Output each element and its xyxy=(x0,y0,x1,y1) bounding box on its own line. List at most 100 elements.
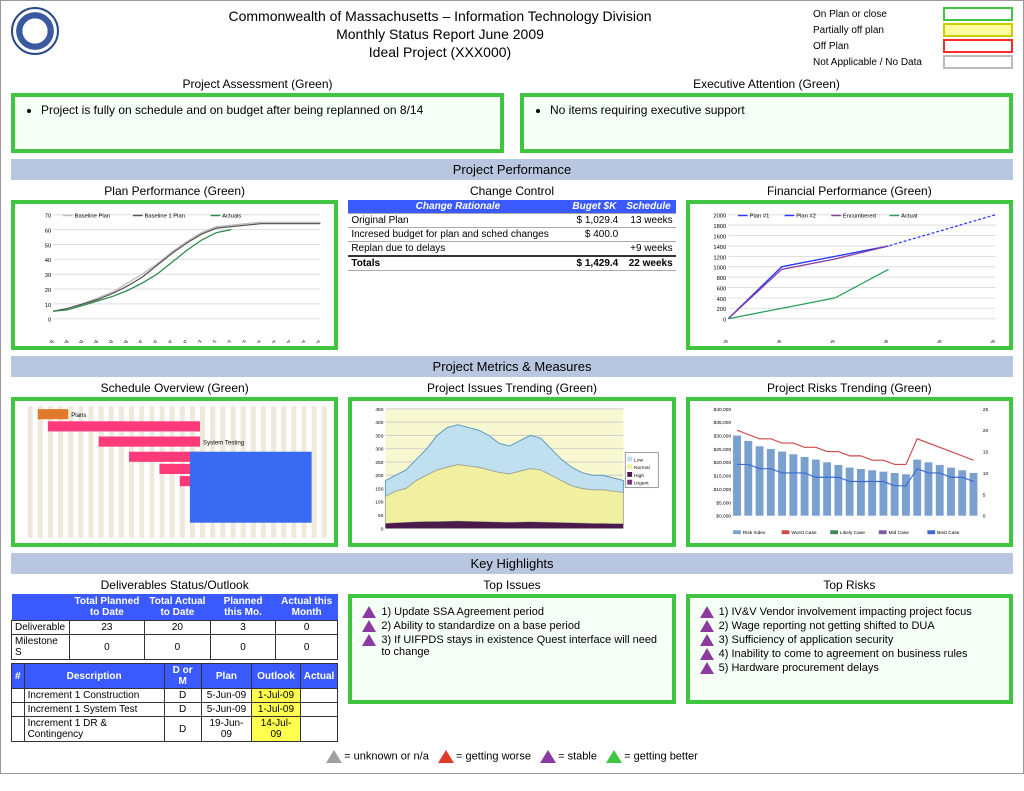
svg-text:$30,000: $30,000 xyxy=(713,434,731,440)
svg-text:$25,000: $25,000 xyxy=(713,447,731,453)
plan-perf-chart: 0102030405060704-Aug4-Aug10-Aug17-Aug24-… xyxy=(11,200,338,350)
item-text: 4) Inability to come to agreement on bus… xyxy=(719,648,968,660)
triangle-icon xyxy=(700,606,714,618)
triangle-icon xyxy=(700,648,714,660)
svg-text:$5,000: $5,000 xyxy=(716,500,731,506)
change-control-title: Change Control xyxy=(348,184,675,198)
deliverables-table: Total Planned to DateTotal Actual to Dat… xyxy=(11,594,338,660)
top-risks-title: Top Risks xyxy=(686,578,1013,592)
triangle-icon xyxy=(362,620,376,632)
top-issues-box: 1) Update SSA Agreement period 2) Ability… xyxy=(348,594,675,704)
svg-text:Actual: Actual xyxy=(901,214,917,220)
svg-text:Jul-09: Jul-09 xyxy=(932,339,944,343)
svg-text:Plans: Plans xyxy=(71,412,86,419)
legend-label: Partially off plan xyxy=(813,25,884,36)
title-line-3: Ideal Project (XXX000) xyxy=(67,43,813,61)
svg-text:16-Nov: 16-Nov xyxy=(279,339,292,343)
svg-text:0: 0 xyxy=(48,318,51,324)
performance-band: Project Performance xyxy=(11,159,1013,180)
status-legend: On Plan or closePartially off planOff Pl… xyxy=(813,7,1013,71)
deliverables-title: Deliverables Status/Outlook xyxy=(11,578,338,592)
svg-text:25: 25 xyxy=(982,407,988,413)
legend-row: On Plan or close xyxy=(813,7,1013,21)
svg-text:250: 250 xyxy=(376,460,384,466)
assessment-title: Project Assessment (Green) xyxy=(11,77,504,91)
svg-text:2000: 2000 xyxy=(713,214,726,220)
svg-text:400: 400 xyxy=(376,420,384,426)
legend-swatch xyxy=(943,39,1013,53)
triangle-icon xyxy=(700,662,714,674)
change-control-table: Change RationaleBuget $KScheduleOriginal… xyxy=(348,200,675,271)
legend-row: Partially off plan xyxy=(813,23,1013,37)
svg-text:Normal: Normal xyxy=(634,465,650,471)
svg-text:70: 70 xyxy=(45,214,51,220)
svg-text:Plan #2: Plan #2 xyxy=(796,214,816,220)
list-item: 1) Update SSA Agreement period xyxy=(362,606,661,618)
triangle-icon xyxy=(700,634,714,646)
plan-perf-title: Plan Performance (Green) xyxy=(11,184,338,198)
svg-text:Encumbered: Encumbered xyxy=(843,214,876,220)
list-item: 2) Wage reporting not getting shifted to… xyxy=(700,620,999,632)
executive-title: Executive Attention (Green) xyxy=(520,77,1013,91)
svg-text:350: 350 xyxy=(376,433,384,439)
list-item: 3) Sufficiency of application security xyxy=(700,634,999,646)
report-title: Commonwealth of Massachusetts – Informat… xyxy=(67,7,813,62)
svg-text:5-Oct: 5-Oct xyxy=(192,338,203,343)
svg-text:Risk Index: Risk Index xyxy=(742,530,765,536)
svg-text:1400: 1400 xyxy=(713,245,726,251)
svg-text:30: 30 xyxy=(45,273,51,279)
list-item: 2) Ability to standardize on a base peri… xyxy=(362,620,661,632)
svg-text:200: 200 xyxy=(716,307,726,313)
svg-text:12-Oct: 12-Oct xyxy=(206,339,219,344)
svg-text:0: 0 xyxy=(381,526,384,532)
svg-text:800: 800 xyxy=(716,276,726,282)
item-text: 3) If UIFPDS stays in existence Quest in… xyxy=(381,634,661,658)
svg-text:Actuals: Actuals xyxy=(222,214,241,220)
svg-text:200: 200 xyxy=(376,473,384,479)
legend-label: Not Applicable / No Data xyxy=(813,57,922,68)
svg-text:50: 50 xyxy=(45,243,51,249)
svg-text:10: 10 xyxy=(45,303,51,309)
assessment-text: Project is fully on schedule and on budg… xyxy=(41,103,490,117)
svg-text:Worst Case: Worst Case xyxy=(791,530,817,536)
svg-text:150: 150 xyxy=(376,486,384,492)
svg-text:Likely Case: Likely Case xyxy=(840,530,865,536)
state-seal-logo xyxy=(11,7,59,55)
item-text: 2) Ability to standardize on a base peri… xyxy=(381,620,580,632)
svg-text:9-Nov: 9-Nov xyxy=(266,339,278,343)
schedule-chart: PlansSystem TestingUser AcceptanceTraini… xyxy=(11,397,338,547)
triangle-icon xyxy=(700,620,714,632)
svg-text:17-Aug: 17-Aug xyxy=(86,339,99,343)
financial-chart: 0200400600800100012001400160018002000Mar… xyxy=(686,200,1013,350)
svg-text:30-Nov: 30-Nov xyxy=(309,339,322,343)
list-item: 4) Inability to come to agreement on bus… xyxy=(700,648,999,660)
svg-text:Apr-09: Apr-09 xyxy=(771,339,784,343)
svg-text:50: 50 xyxy=(378,513,384,519)
svg-text:Mar-09: Mar-09 xyxy=(717,339,730,343)
svg-text:$40,000: $40,000 xyxy=(713,407,731,413)
assessment-box: Project is fully on schedule and on budg… xyxy=(11,93,504,153)
triangle-icon xyxy=(362,606,376,618)
legend-swatch xyxy=(943,23,1013,37)
svg-text:23-Nov: 23-Nov xyxy=(294,339,307,343)
svg-text:0: 0 xyxy=(723,318,726,324)
legend-swatch xyxy=(943,55,1013,69)
item-text: 2) Wage reporting not getting shifted to… xyxy=(719,620,935,632)
item-text: 1) IV&V Vendor involvement impacting pro… xyxy=(719,606,972,618)
item-text: 5) Hardware procurement delays xyxy=(719,662,879,674)
svg-text:$20,000: $20,000 xyxy=(713,460,731,466)
svg-text:1600: 1600 xyxy=(713,234,726,240)
item-text: 3) Sufficiency of application security xyxy=(719,634,894,646)
svg-text:High: High xyxy=(634,473,644,479)
legend-row: Not Applicable / No Data xyxy=(813,55,1013,69)
svg-text:450: 450 xyxy=(376,407,384,413)
svg-text:14-Sep: 14-Sep xyxy=(146,339,159,343)
title-line-1: Commonwealth of Massachusetts – Informat… xyxy=(67,7,813,25)
svg-text:31-Aug: 31-Aug xyxy=(116,339,129,343)
svg-text:400: 400 xyxy=(716,297,726,303)
svg-text:28-Sep: 28-Sep xyxy=(176,339,189,343)
svg-text:40: 40 xyxy=(45,258,51,264)
list-item: 5) Hardware procurement delays xyxy=(700,662,999,674)
svg-text:May-09: May-09 xyxy=(823,339,836,343)
top-risks-box: 1) IV&V Vendor involvement impacting pro… xyxy=(686,594,1013,704)
